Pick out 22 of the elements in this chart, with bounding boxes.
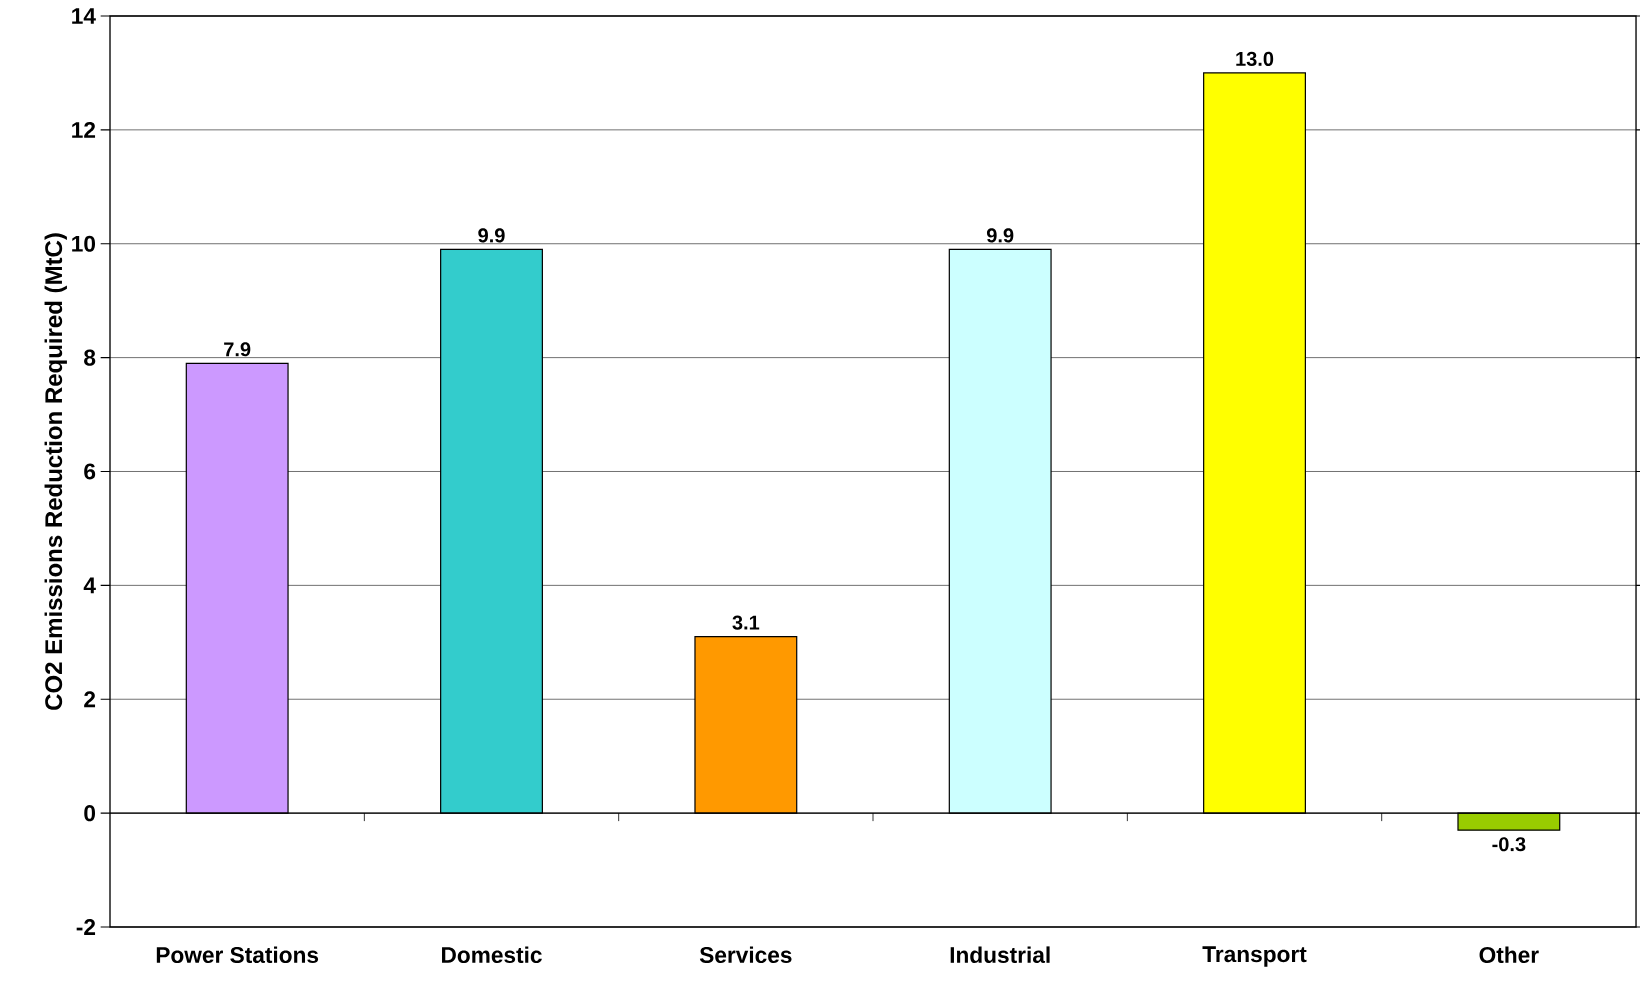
data-label: 3.1 — [732, 615, 760, 630]
y-tick-label: 8 — [84, 349, 96, 366]
data-label: 9.9 — [478, 228, 505, 243]
x-tick-label: Transport — [1202, 946, 1307, 967]
y-tick-label: 10 — [72, 235, 96, 252]
x-tick-label: Industrial — [950, 946, 1050, 964]
y-tick-label: 6 — [84, 463, 96, 480]
x-tick-label: Services — [699, 946, 792, 964]
y-tick-label: 14 — [72, 8, 96, 24]
data-label: -0.3 — [1492, 837, 1526, 852]
y-tick-label: -2 — [76, 919, 96, 935]
x-tick-label: Other — [1479, 946, 1539, 964]
data-label: 13.0 — [1236, 51, 1274, 66]
data-label: 7.9 — [224, 342, 251, 357]
data-label: 9.9 — [986, 228, 1014, 243]
x-tick-label: Power Stations — [156, 946, 319, 964]
x-tick-label: Domestic — [442, 946, 542, 964]
y-axis-title: CO2 Emissions Reduction Required (MtC) — [44, 233, 67, 710]
y-tick-label: 0 — [84, 805, 96, 822]
y-tick-label: 2 — [84, 691, 96, 708]
y-tick-label: 4 — [83, 577, 96, 594]
y-tick-label: 12 — [72, 121, 96, 138]
